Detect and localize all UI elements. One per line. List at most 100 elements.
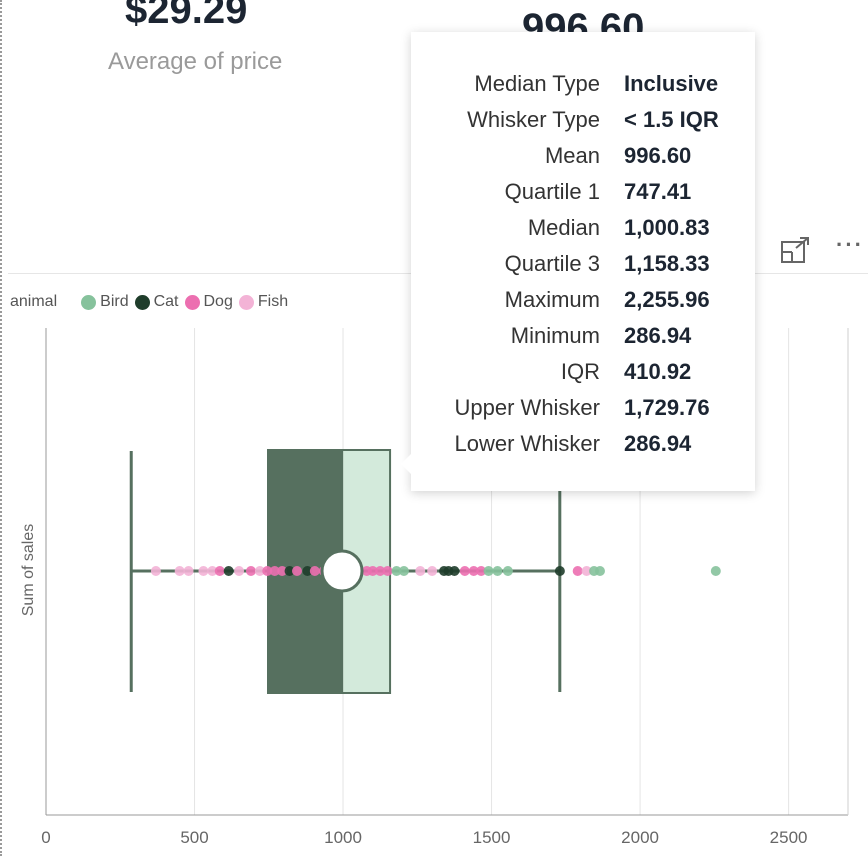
- data-point-bird: [483, 566, 494, 576]
- more-options-icon[interactable]: ···: [836, 232, 864, 257]
- legend-label-dog: Dog: [203, 293, 233, 310]
- data-point-cat: [223, 566, 234, 576]
- legend-title: animal: [10, 293, 58, 310]
- data-point-dog: [277, 566, 288, 576]
- tooltip-row: Whisker Type < 1.5 IQR: [411, 102, 755, 138]
- x-tick-label: 2000: [621, 828, 659, 847]
- data-point-fish: [183, 566, 194, 576]
- x-tick-layer: 0 500 1000 1500 2000 2500: [41, 828, 807, 847]
- data-point-cat: [284, 566, 295, 576]
- data-point-bird: [492, 566, 503, 576]
- tooltip-value: < 1.5 IQR: [624, 107, 719, 132]
- legend-item-cat[interactable]: Cat: [134, 293, 179, 311]
- legend-item-fish[interactable]: Fish: [238, 293, 289, 311]
- stats-tooltip: Median Type Inclusive Whisker Type < 1.5 I…: [401, 32, 755, 491]
- data-point-dog: [367, 566, 378, 576]
- legend-item-dog[interactable]: Dog: [184, 293, 233, 311]
- data-point-dog: [214, 566, 225, 576]
- data-point-fish: [415, 566, 426, 576]
- data-point-dog: [572, 566, 583, 576]
- data-point-bird: [710, 566, 721, 576]
- legend-item-bird[interactable]: Bird: [81, 293, 129, 311]
- point-layer[interactable]: [150, 566, 721, 576]
- data-point-fish: [254, 566, 265, 576]
- tooltip-row: Mean 996.60: [411, 138, 755, 174]
- x-tick-label: 500: [180, 828, 208, 847]
- tooltip-row: Minimum 286.94: [411, 318, 755, 354]
- x-tick-label: 2500: [770, 828, 808, 847]
- tooltip-row: Quartile 1 747.41: [411, 174, 755, 210]
- tooltip-row: Median Type Inclusive: [411, 66, 755, 102]
- legend-dot-cat: [134, 294, 150, 310]
- chart-legend: animal Bird Cat Dog Fish: [10, 293, 294, 311]
- x-tick-label: 1500: [473, 828, 511, 847]
- tooltip-label: Mean: [544, 143, 600, 168]
- tooltip-value: Inclusive: [624, 71, 719, 96]
- tooltip-row: IQR 410.92: [411, 354, 755, 390]
- legend-label-cat: Cat: [153, 293, 179, 310]
- tooltip-label: Quartile 3: [504, 251, 600, 276]
- legend-label-bird: Bird: [100, 293, 129, 310]
- tooltip-row: Lower Whisker 286.94: [411, 426, 755, 462]
- data-point-fish: [581, 566, 592, 576]
- data-point-dog: [291, 566, 302, 576]
- data-point-fish: [150, 566, 161, 576]
- average-price-value: $29.29: [125, 0, 248, 32]
- legend-label-fish: Fish: [257, 293, 289, 310]
- tooltip-label: Minimum: [510, 323, 600, 348]
- tooltip-table: Median Type Inclusive Whisker Type < 1.5 I…: [411, 66, 755, 462]
- data-point-bird: [391, 566, 402, 576]
- data-point-bird: [594, 566, 605, 576]
- data-point-dog: [476, 566, 487, 576]
- tooltip-label: Median Type: [474, 71, 600, 96]
- data-point-dog: [375, 566, 386, 576]
- x-tick-label: 1000: [324, 828, 362, 847]
- data-point-cat: [449, 566, 460, 576]
- tooltip-value: 1,000.83: [624, 215, 710, 240]
- x-tick-label: 0: [41, 828, 50, 847]
- mean-marker: [320, 549, 364, 593]
- legend-dot-bird: [81, 294, 97, 310]
- tooltip-row: Maximum 2,255.96: [411, 282, 755, 318]
- data-point-dog: [468, 566, 479, 576]
- tooltip-label: Whisker Type: [467, 107, 600, 132]
- mean-layer[interactable]: [320, 549, 364, 593]
- tooltip-label: Maximum: [504, 287, 600, 312]
- data-point-dog: [459, 566, 470, 576]
- data-point-bird: [502, 566, 513, 576]
- tooltip-label: Upper Whisker: [454, 395, 600, 420]
- tooltip-value: 747.41: [624, 179, 692, 204]
- data-point-fish: [427, 566, 438, 576]
- data-point-bird: [398, 566, 409, 576]
- data-point-fish: [198, 566, 209, 576]
- y-axis-label: Sum of sales: [20, 524, 37, 616]
- data-point-fish: [207, 566, 218, 576]
- tooltip-value: 1,729.76: [624, 395, 710, 420]
- panel-edge: [0, 0, 2, 856]
- tooltip-row: Quartile 3 1,158.33: [411, 246, 755, 282]
- data-point-dog: [262, 566, 273, 576]
- tooltip-row: Upper Whisker 1,729.76: [411, 390, 755, 426]
- data-point-dog: [269, 566, 280, 576]
- data-point-cat: [554, 566, 565, 576]
- average-price-label: Average of price: [108, 48, 283, 75]
- tooltip-value: 2,255.96: [624, 287, 710, 312]
- data-point-cat: [302, 566, 313, 576]
- tooltip-value: 286.94: [624, 431, 692, 456]
- legend-dot-fish: [238, 294, 254, 310]
- tooltip-caret: [401, 452, 413, 476]
- tooltip-label: Lower Whisker: [454, 431, 600, 456]
- data-point-dog: [245, 566, 256, 576]
- data-point-fish: [234, 566, 245, 576]
- tooltip-label: Quartile 1: [504, 179, 600, 204]
- tooltip-value: 286.94: [624, 323, 692, 348]
- data-point-dog: [309, 566, 320, 576]
- tooltip-value: 996.60: [624, 143, 692, 168]
- tooltip-value: 1,158.33: [624, 251, 710, 276]
- tooltip-label: Median: [527, 215, 600, 240]
- focus-mode-icon[interactable]: [780, 236, 810, 270]
- legend-dot-dog: [184, 294, 200, 310]
- tooltip-value: 410.92: [624, 359, 692, 384]
- data-point-dog: [382, 566, 393, 576]
